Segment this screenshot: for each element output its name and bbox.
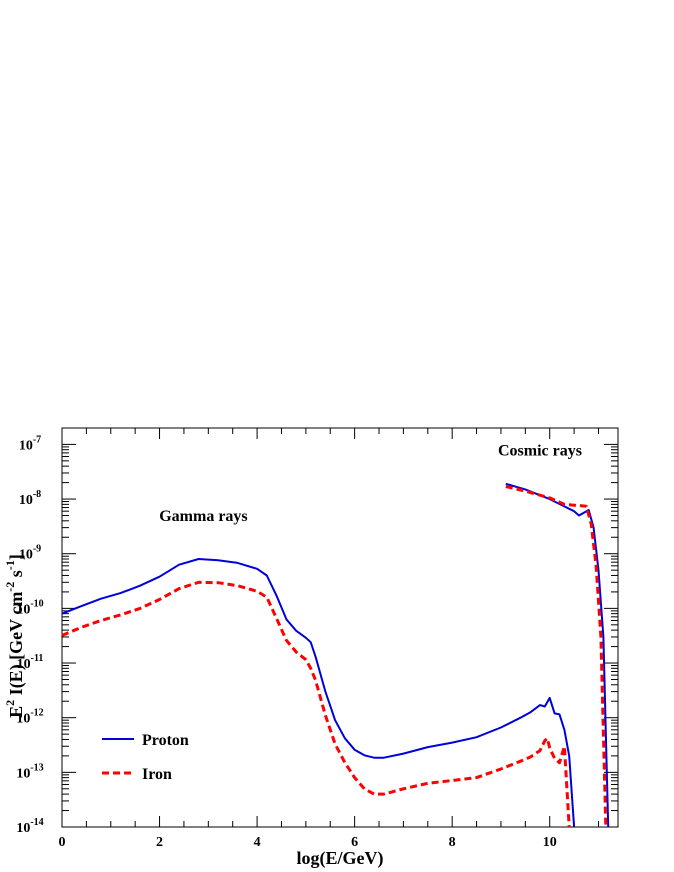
x-tick-label: 2 bbox=[156, 835, 163, 850]
series-line-iron bbox=[505, 485, 608, 828]
y-title-part: ] bbox=[6, 554, 26, 560]
y-tick-label: 10-11 bbox=[17, 653, 44, 672]
annotation-label: Gamma rays bbox=[159, 508, 247, 525]
y-title-sup: -1 bbox=[3, 560, 17, 570]
series-line-proton bbox=[61, 558, 576, 828]
y-tick-label: 10-7 bbox=[19, 434, 41, 453]
series-line-iron bbox=[61, 580, 571, 828]
plot-frame bbox=[61, 427, 619, 828]
y-tick-label: 10-13 bbox=[16, 762, 43, 781]
y-tick-label: 10-8 bbox=[19, 489, 41, 508]
annotation-label: Cosmic rays bbox=[498, 442, 582, 459]
y-tick-base: 10 bbox=[16, 712, 30, 727]
x-axis-title: log(E/GeV) bbox=[297, 848, 384, 869]
y-tick-base: 10 bbox=[16, 821, 30, 836]
y-title-part: s bbox=[6, 570, 26, 582]
y-tick-exponent: -10 bbox=[30, 598, 43, 609]
x-tick-label: 4 bbox=[254, 835, 261, 850]
y-tick-base: 10 bbox=[17, 657, 31, 672]
x-tick-label: 10 bbox=[543, 835, 557, 850]
legend-label-iron: Iron bbox=[142, 766, 172, 783]
y-tick-exponent: -7 bbox=[33, 434, 41, 445]
x-tick-label: 8 bbox=[449, 835, 456, 850]
y-tick-label: 10-14 bbox=[16, 817, 43, 836]
x-tick-label: 0 bbox=[59, 835, 66, 850]
y-tick-base: 10 bbox=[16, 602, 30, 617]
y-title-sup: -2 bbox=[3, 582, 17, 592]
y-title-sup: 2 bbox=[3, 700, 17, 706]
series-line-proton bbox=[505, 482, 610, 828]
ticks-layer bbox=[61, 428, 618, 828]
y-tick-exponent: -13 bbox=[30, 762, 43, 773]
y-tick-label: 10-12 bbox=[16, 708, 43, 727]
series-layer bbox=[61, 482, 610, 828]
y-tick-exponent: -8 bbox=[33, 489, 41, 500]
y-tick-exponent: -14 bbox=[30, 817, 43, 828]
y-title-part: I(E) [GeV cm bbox=[6, 592, 27, 700]
legend: Proton Iron bbox=[102, 732, 189, 783]
y-tick-base: 10 bbox=[19, 548, 33, 563]
y-tick-base: 10 bbox=[16, 766, 30, 781]
y-tick-exponent: -11 bbox=[31, 653, 44, 664]
y-tick-label: 10-9 bbox=[19, 544, 41, 563]
y-tick-exponent: -12 bbox=[30, 708, 43, 719]
y-title-part: E bbox=[6, 706, 26, 718]
legend-label-proton: Proton bbox=[142, 732, 189, 749]
y-tick-label: 10-10 bbox=[16, 598, 43, 617]
y-tick-exponent: -9 bbox=[33, 544, 41, 555]
labels-layer: 0 2 4 6 8 1010-1410-1310-1210-1110-1010-910-8… bbox=[3, 434, 582, 869]
y-tick-base: 10 bbox=[19, 493, 33, 508]
x-tick-label: 6 bbox=[351, 835, 358, 850]
y-tick-base: 10 bbox=[19, 438, 33, 453]
y-axis-title: E2 I(E) [GeV cm-2 s-1] bbox=[3, 554, 27, 718]
